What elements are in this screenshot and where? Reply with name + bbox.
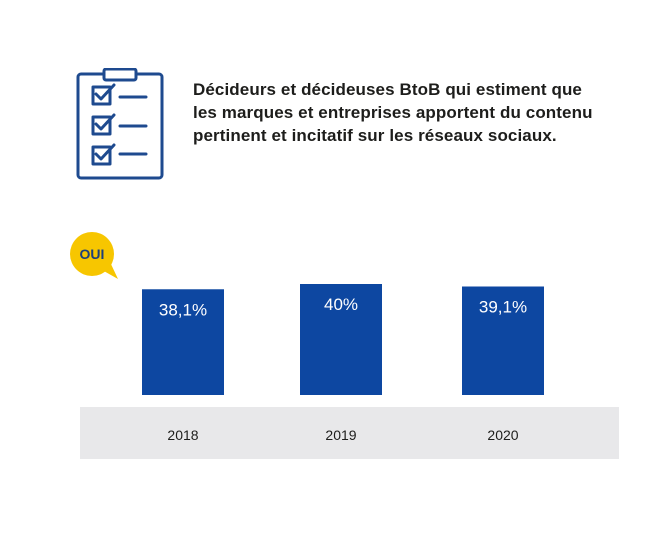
chart-title: Décideurs et décideuses BtoB qui estimen… xyxy=(193,80,593,145)
bar-value-label-2019: 40% xyxy=(324,295,358,314)
bar-2020 xyxy=(462,286,544,395)
bar-2019 xyxy=(300,284,382,395)
oui-badge-label: OUI xyxy=(79,246,105,262)
x-axis-band xyxy=(80,407,619,459)
bar-value-label-2020: 39,1% xyxy=(479,297,527,316)
clipboard-checklist-icon xyxy=(76,68,164,180)
speech-bubble-icon xyxy=(70,232,118,279)
bar-value-label-2018: 38,1% xyxy=(159,300,207,319)
x-tick-label-2019: 2019 xyxy=(325,427,356,443)
bar-2018 xyxy=(142,289,224,395)
x-tick-label-2020: 2020 xyxy=(487,427,518,443)
x-tick-label-2018: 2018 xyxy=(167,427,198,443)
